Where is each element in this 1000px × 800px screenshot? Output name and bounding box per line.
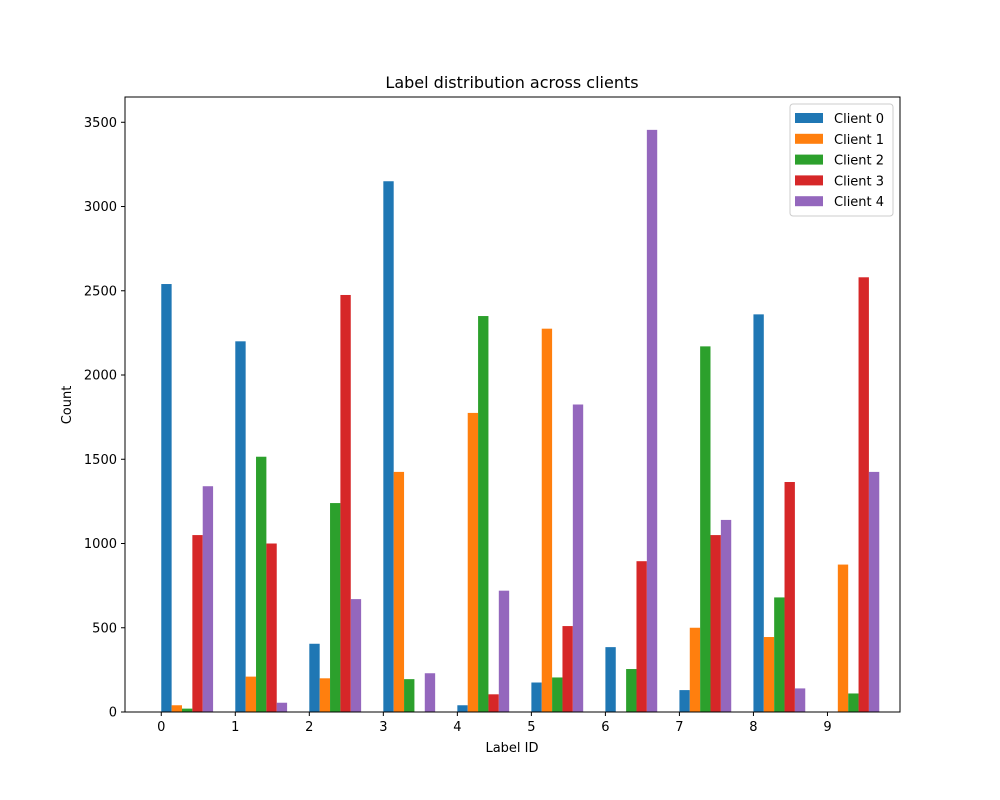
bar-client3-label2 (340, 294, 351, 712)
axes-group: 0 500 1000 1500 2000 2500 3000 3500 0 1 2 3 4 5 6 7 8 9 (84, 96, 901, 735)
legend-swatch-client0 (795, 113, 823, 123)
x-tick-label-2: 2 (305, 720, 313, 735)
bar-client2-label5 (552, 677, 563, 712)
bar-client4-label4 (498, 590, 510, 712)
bar-client1-label0 (171, 705, 182, 712)
bar-client2-label2 (330, 503, 341, 712)
bar-client0-label1 (235, 341, 246, 712)
bar-client4-label8 (794, 688, 806, 712)
legend-label-client0: Client 0 (834, 112, 884, 127)
y-tick-label-3000: 3000 (84, 200, 117, 215)
bar-client1-label2 (319, 678, 331, 712)
bar-client2-label1 (256, 456, 267, 712)
bar-client0-label3 (383, 181, 394, 712)
bar-client3-label5 (562, 626, 573, 712)
bar-client3-label0 (192, 535, 203, 712)
x-axis-label: Label ID (485, 741, 538, 756)
bar-client4-label9 (868, 471, 880, 712)
bar-client0-label4 (457, 705, 468, 712)
legend-label-client4: Client 4 (834, 195, 884, 210)
chart-title: Label distribution across clients (385, 73, 638, 92)
legend: Client 0 Client 1 Client 2 Client 3 Client 4 (789, 103, 894, 217)
bar-client3-label8 (784, 482, 795, 712)
bar-client3-label4 (488, 694, 499, 712)
bar-client3-label9 (858, 277, 869, 712)
bar-client1-label7 (689, 627, 701, 712)
bar-client2-label8 (774, 597, 785, 712)
y-tick-label-2500: 2500 (84, 284, 117, 299)
bar-client1-label9 (837, 564, 849, 712)
bar-client4-label6 (646, 129, 658, 713)
x-tick-label-3: 3 (379, 720, 387, 735)
y-tick-label-1500: 1500 (84, 453, 117, 468)
legend-label-client3: Client 3 (834, 174, 884, 189)
legend-swatch-client3 (795, 175, 823, 186)
bar-client0-label0 (161, 284, 172, 712)
bar-client1-label8 (763, 637, 775, 712)
x-tick-label-5: 5 (527, 720, 535, 735)
bar-client1-label5 (541, 328, 553, 712)
x-tick-label-8: 8 (749, 720, 757, 735)
legend-box (789, 103, 894, 217)
bar-client2-label9 (848, 693, 859, 712)
x-tick-label-6: 6 (601, 720, 609, 735)
bar-client0-label2 (309, 643, 320, 712)
y-tick-label-3500: 3500 (84, 116, 117, 131)
plot-frame (124, 96, 901, 713)
x-tick-label-1: 1 (231, 720, 239, 735)
bar-client0-label6 (605, 647, 616, 712)
x-tick-label-9: 9 (823, 720, 831, 735)
y-axis-label: Count (60, 386, 75, 425)
bar-client4-label2 (350, 599, 362, 712)
bar-client0-label8 (753, 314, 764, 712)
x-tick-label-0: 0 (157, 720, 165, 735)
x-tick-label-4: 4 (453, 720, 461, 735)
bar-client4-label7 (720, 519, 732, 712)
y-tick-label-2000: 2000 (84, 369, 117, 384)
bars-group (161, 129, 880, 713)
bar-client0-label5 (531, 682, 542, 712)
bar-client2-label4 (478, 316, 489, 712)
legend-label-client2: Client 2 (834, 154, 884, 169)
legend-swatch-client2 (795, 154, 823, 165)
bar-client3-label1 (266, 543, 277, 712)
bar-client4-label3 (424, 673, 436, 712)
y-tick-label-1000: 1000 (84, 537, 117, 552)
bar-client4-label5 (572, 404, 584, 712)
y-tick-label-500: 500 (92, 621, 117, 636)
legend-swatch-client4 (795, 196, 823, 207)
bar-client4-label1 (276, 702, 288, 712)
bar-client2-label6 (626, 669, 637, 712)
legend-swatch-client1 (795, 133, 823, 144)
bar-client1-label1 (245, 676, 257, 712)
bar-client2-label7 (700, 346, 711, 712)
y-tick-label-0: 0 (109, 706, 117, 721)
x-tick-label-7: 7 (675, 720, 683, 735)
bar-client2-label3 (404, 679, 415, 712)
bar-client4-label0 (202, 486, 214, 712)
bar-client3-label6 (636, 561, 647, 712)
bar-client2-label0 (182, 708, 193, 712)
bar-client0-label7 (679, 690, 690, 712)
bar-client3-label7 (710, 535, 721, 712)
legend-label-client1: Client 1 (834, 133, 884, 148)
bar-client1-label3 (393, 471, 405, 712)
bar-client1-label4 (467, 412, 479, 712)
